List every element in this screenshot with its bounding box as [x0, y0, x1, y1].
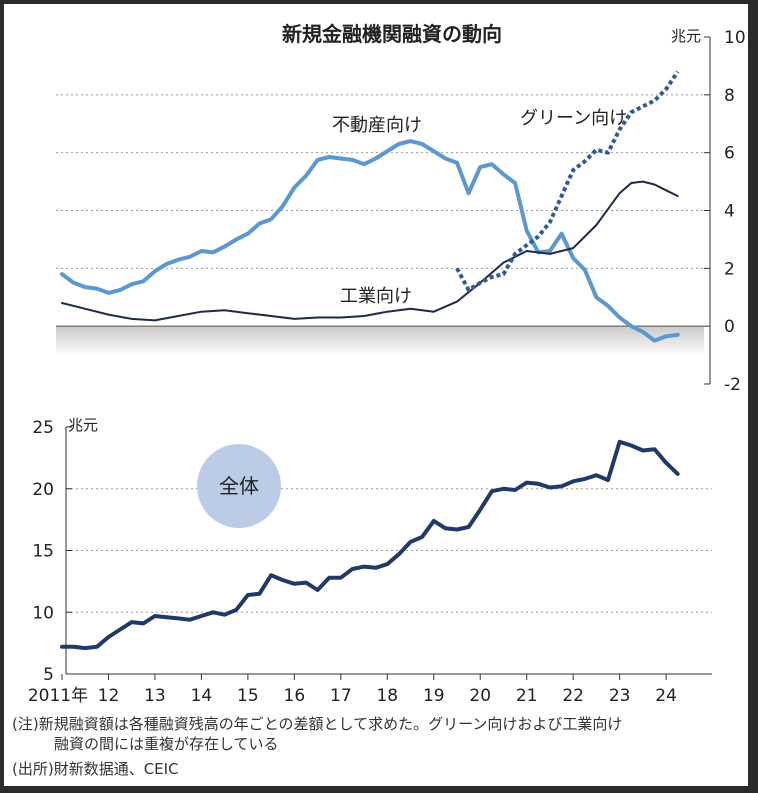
x-tick-label: 15 — [237, 686, 259, 706]
top-tick-label: 2 — [724, 259, 735, 279]
x-tick-label: 20 — [469, 686, 491, 706]
bottom-tick-label: 15 — [32, 542, 54, 562]
negative-zone-shading — [56, 326, 704, 356]
chart-title: 新規金融機関融資の動向 — [282, 22, 502, 46]
x-tick-label: 17 — [330, 686, 352, 706]
note-line-1: (注)新規融資額は各種融資残高の年ごとの差額として求めた。グリーン向けおよび工業… — [12, 715, 622, 733]
x-tick-label: 2011年 — [28, 686, 88, 706]
x-tick-label: 16 — [284, 686, 306, 706]
top-series-line-1 — [61, 180, 679, 322]
bottom-grid — [66, 488, 712, 613]
bottom-series — [60, 439, 680, 651]
top-tick-label: 8 — [724, 86, 735, 106]
bottom-series-line-0 — [60, 439, 680, 651]
x-tick-label: 18 — [376, 686, 398, 706]
x-axis: 2011年 12 13 14 15 16 17 18 19 20 21 22 23 24 — [28, 673, 712, 706]
bottom-tick-label: 20 — [32, 480, 54, 500]
top-tick-label: 0 — [724, 317, 735, 337]
top-y-axis: 10 8 6 4 2 0 -2 — [704, 28, 746, 395]
bottom-tick-label: 10 — [32, 603, 54, 623]
x-tick-label: 23 — [609, 686, 631, 706]
label-industry: 工業向け — [340, 286, 412, 307]
x-tick-label: 19 — [423, 686, 445, 706]
top-tick-label: 4 — [724, 202, 735, 222]
bottom-tick-label: 25 — [32, 418, 54, 438]
x-tick-label: 14 — [191, 686, 213, 706]
top-series — [60, 70, 680, 343]
chart-panel: 新規金融機関融資の動向 兆元 10 8 6 4 2 0 -2 不動産向け グリーン向け 工業… — [4, 4, 748, 786]
x-tick-label: 13 — [144, 686, 166, 706]
top-tick-label: -2 — [724, 375, 741, 395]
x-tick-label: 22 — [562, 686, 584, 706]
label-green: グリーン向け — [520, 108, 627, 129]
note-line-2: 融資の間には重複が存在している — [54, 735, 279, 753]
top-tick-label: 10 — [724, 28, 746, 48]
bottom-y-axis: 25 20 15 10 5 — [32, 418, 72, 685]
top-series-line-0 — [60, 139, 680, 343]
source-line: (出所)財新数据通、CEIC — [12, 760, 179, 778]
total-badge-label: 全体 — [219, 474, 259, 498]
top-tick-label: 6 — [724, 144, 735, 164]
top-unit-label: 兆元 — [671, 27, 701, 45]
x-tick-label: 21 — [516, 686, 538, 706]
total-badge — [197, 444, 281, 528]
bottom-unit-label: 兆元 — [68, 416, 98, 434]
x-tick-label: 12 — [98, 686, 120, 706]
label-real-estate: 不動産向け — [332, 115, 422, 136]
top-series-line-2 — [455, 70, 680, 292]
bottom-tick-label: 5 — [43, 665, 54, 685]
x-tick-label: 24 — [655, 686, 677, 706]
